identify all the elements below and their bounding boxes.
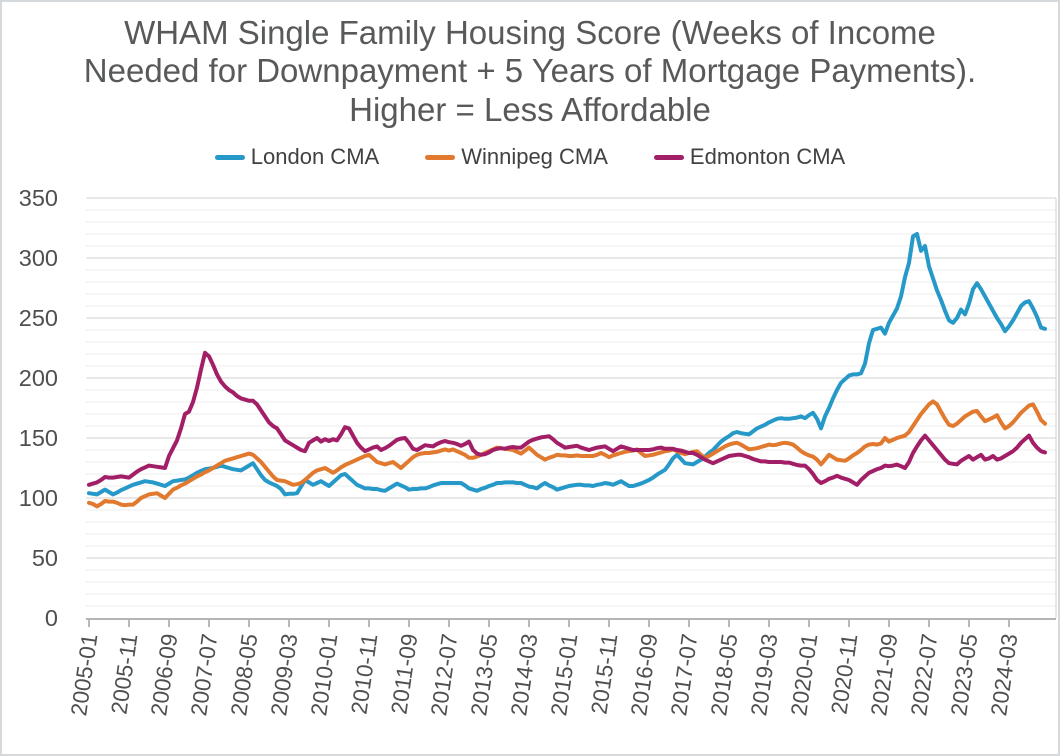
x-tick-label: 2020-11 [826,632,862,716]
legend-swatch-edmonton-cma [653,154,684,160]
y-tick-label: 250 [19,305,58,331]
x-tick-label: 2011-09 [386,632,422,716]
y-tick-label: 50 [32,545,58,571]
x-tick-label: 2022-07 [906,632,942,717]
x-tick-label: 2023-05 [946,632,982,717]
legend-item-london-cma: London CMA [214,144,380,170]
y-tick-label: 350 [19,185,58,211]
legend-label-edmonton-cma: Edmonton CMA [689,144,846,169]
x-tick-label: 2015-01 [546,632,582,717]
y-tick-label: 0 [45,605,58,631]
legend-swatch-london-cma [214,154,245,160]
chart-title-text: WHAM Single Family Housing Score (Weeks … [83,14,977,128]
chart-legend: London CMA Winnipeg CMA Edmonton CMA [2,144,1058,170]
x-tick-label: 2013-05 [466,632,502,717]
x-tick-label: 2012-07 [426,632,462,717]
legend-swatch-winnipeg-cma [425,154,456,160]
y-tick-label: 200 [19,365,58,391]
x-tick-label: 2010-11 [346,632,382,716]
legend-label-london-cma: London CMA [250,144,380,169]
series-line-london-cma [87,232,1047,497]
x-tick-label: 2020-01 [786,632,822,717]
legend-item-winnipeg-cma: Winnipeg CMA [425,144,608,170]
x-tick-label: 2016-09 [626,632,662,717]
x-tick-label: 2005-01 [66,632,102,717]
y-tick-label: 150 [19,425,58,451]
legend-item-edmonton-cma: Edmonton CMA [653,144,846,170]
chart-title: WHAM Single Family Housing Score (Weeks … [2,14,1058,129]
y-tick-label: 300 [19,245,58,271]
series-line-winnipeg-cma [87,399,1047,509]
x-tick-label: 2019-03 [746,632,782,717]
x-tick-label: 2006-09 [146,632,182,717]
x-tick-label: 2007-07 [186,632,222,717]
x-tick-label: 2008-05 [226,632,262,717]
x-tick-label: 2005-11 [106,632,142,716]
x-tick-label: 2021-09 [866,632,902,717]
x-tick-label: 2017-07 [666,632,702,717]
x-tick-label: 2024-03 [986,632,1022,717]
y-tick-label: 100 [19,485,58,511]
series-line-edmonton-cma [87,350,1047,487]
x-tick-label: 2009-03 [266,632,302,717]
x-tick-label: 2015-11 [586,632,622,716]
x-tick-label: 2018-05 [706,632,742,717]
legend-label-winnipeg-cma: Winnipeg CMA [461,144,608,169]
x-tick-label: 2014-03 [506,632,542,717]
x-tick-label: 2010-01 [306,632,342,717]
